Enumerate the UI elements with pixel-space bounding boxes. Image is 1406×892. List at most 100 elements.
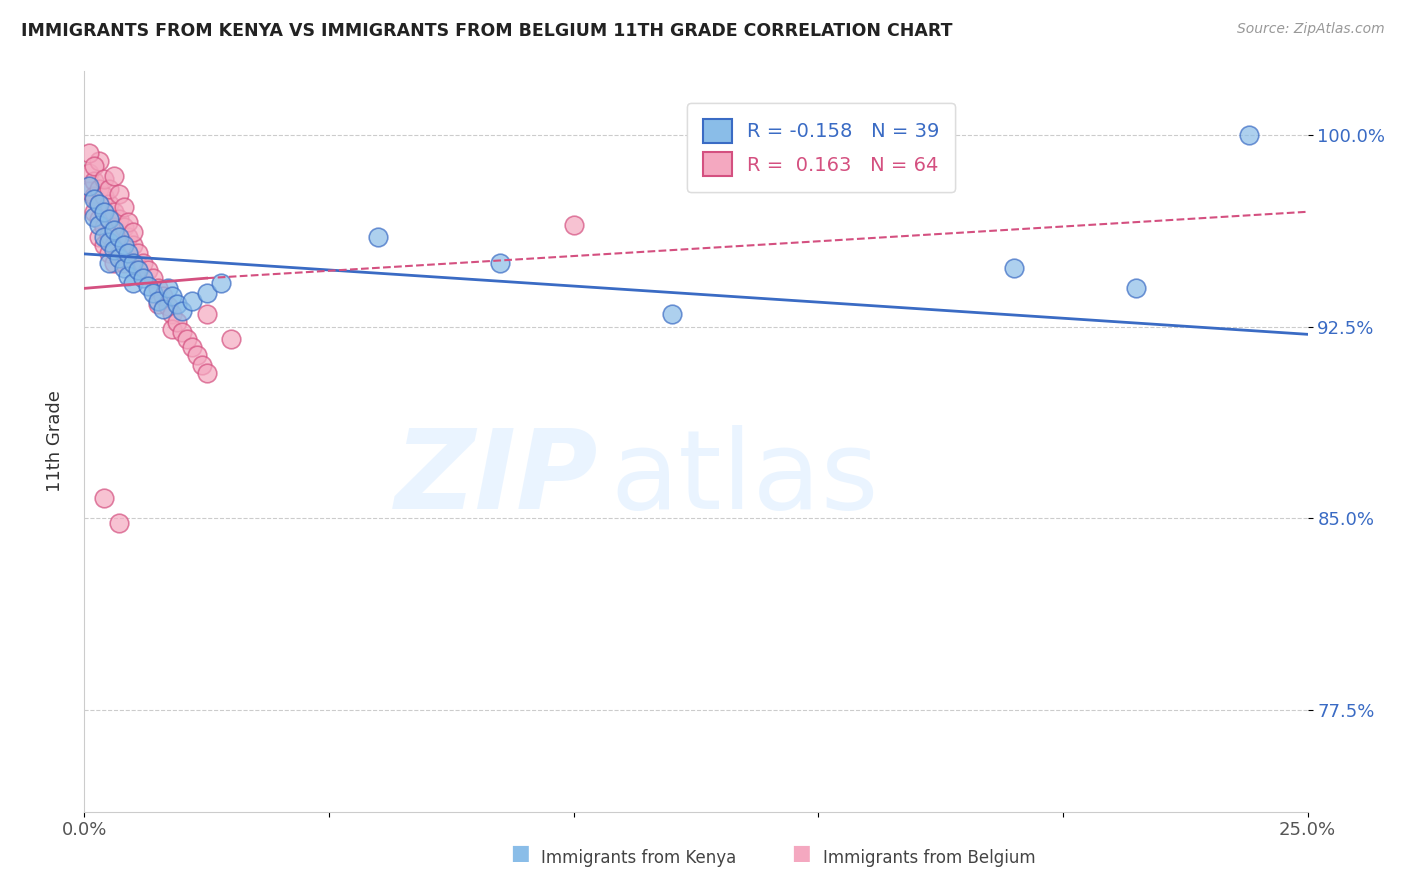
Point [661, 307, 683, 321]
Point [93, 491, 115, 505]
Point [93, 220, 115, 235]
Text: atlas: atlas [610, 425, 879, 532]
Point [93, 238, 115, 252]
Point [77, 166, 100, 180]
Point [93, 171, 115, 186]
Point [97, 235, 120, 250]
Point [136, 263, 159, 277]
Text: Immigrants from Kenya: Immigrants from Kenya [541, 849, 737, 867]
Point [112, 200, 135, 214]
Point [93, 230, 115, 244]
Point [87, 197, 110, 211]
Point [132, 256, 155, 270]
Point [146, 294, 169, 309]
Point [107, 516, 129, 531]
Point [122, 256, 145, 270]
Point [107, 230, 129, 244]
Point [103, 238, 125, 252]
Point [162, 307, 184, 321]
Point [162, 289, 184, 303]
Legend: R = -0.158   N = 39, R =  0.163   N = 64: R = -0.158 N = 39, R = 0.163 N = 64 [688, 103, 955, 192]
Point [122, 277, 145, 291]
Point [195, 366, 218, 380]
Point [103, 243, 125, 257]
Point [103, 169, 125, 183]
Point [97, 182, 120, 196]
Point [112, 256, 135, 270]
Text: ZIP: ZIP [395, 425, 598, 532]
Point [132, 271, 155, 285]
Point [117, 268, 139, 283]
Point [1125, 281, 1147, 295]
Point [146, 281, 169, 295]
Point [83, 204, 105, 219]
Text: Source: ZipAtlas.com: Source: ZipAtlas.com [1237, 22, 1385, 37]
Point [122, 256, 145, 270]
Point [156, 281, 179, 295]
Point [97, 245, 120, 260]
Point [209, 277, 232, 291]
Point [97, 197, 120, 211]
Point [87, 182, 110, 196]
Point [156, 299, 179, 313]
Point [146, 296, 169, 310]
Point [77, 185, 100, 199]
Point [112, 260, 135, 275]
Point [97, 212, 120, 227]
Point [117, 215, 139, 229]
Point [489, 256, 512, 270]
Point [127, 245, 149, 260]
Point [117, 245, 139, 260]
Point [191, 358, 214, 372]
Point [1237, 128, 1260, 143]
Point [97, 227, 120, 242]
Point [195, 286, 218, 301]
Point [87, 197, 110, 211]
Point [162, 322, 184, 336]
Point [93, 189, 115, 203]
Point [219, 333, 242, 347]
Point [77, 179, 100, 194]
Point [83, 174, 105, 188]
Point [166, 314, 188, 328]
Point [107, 251, 129, 265]
Point [172, 325, 194, 339]
Point [112, 238, 135, 252]
Y-axis label: 11th Grade: 11th Grade [45, 391, 63, 492]
Point [87, 212, 110, 227]
Point [103, 204, 125, 219]
Point [117, 230, 139, 244]
Point [87, 230, 110, 244]
Point [103, 222, 125, 236]
Point [97, 212, 120, 227]
Text: ■: ■ [792, 844, 811, 863]
Point [367, 230, 389, 244]
Point [152, 301, 174, 316]
Point [97, 256, 120, 270]
Point [103, 220, 125, 235]
Point [87, 153, 110, 168]
Point [107, 230, 129, 244]
Point [166, 296, 188, 310]
Point [83, 159, 105, 173]
Point [107, 186, 129, 201]
Point [186, 348, 208, 362]
Point [83, 192, 105, 206]
Point [87, 218, 110, 232]
Point [122, 238, 145, 252]
Point [127, 263, 149, 277]
Point [1002, 260, 1025, 275]
Point [142, 271, 165, 285]
Point [112, 220, 135, 235]
Point [176, 333, 198, 347]
Point [562, 218, 585, 232]
Point [112, 238, 135, 252]
Text: IMMIGRANTS FROM KENYA VS IMMIGRANTS FROM BELGIUM 11TH GRADE CORRELATION CHART: IMMIGRANTS FROM KENYA VS IMMIGRANTS FROM… [21, 22, 953, 40]
Text: ■: ■ [510, 844, 530, 863]
Point [107, 212, 129, 227]
Point [83, 210, 105, 224]
Point [127, 263, 149, 277]
Point [172, 304, 194, 318]
Point [136, 278, 159, 293]
Point [181, 294, 204, 309]
